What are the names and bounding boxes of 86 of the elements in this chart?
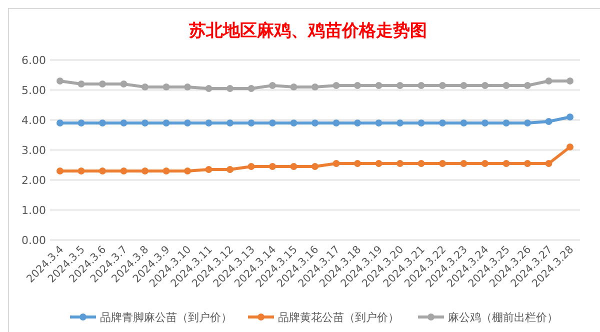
point (290, 163, 298, 170)
point (460, 120, 468, 126)
point (226, 85, 234, 92)
point (226, 120, 234, 126)
legend-label: 品牌青脚麻公苗（到户价） (100, 311, 232, 324)
point (269, 163, 276, 170)
point (332, 120, 340, 126)
point (205, 166, 212, 173)
point (162, 120, 170, 126)
point (312, 120, 318, 126)
point (545, 160, 552, 167)
point (78, 120, 85, 126)
point (312, 163, 318, 170)
point (375, 120, 382, 126)
point (99, 168, 106, 174)
point (184, 168, 191, 174)
point (142, 120, 148, 126)
point (99, 80, 106, 88)
point (524, 82, 531, 89)
point (418, 160, 425, 167)
point (566, 114, 574, 120)
point (482, 120, 488, 126)
point (312, 84, 318, 90)
legend-label: 麻公鸡（棚前出栏价） (448, 311, 558, 324)
point (545, 78, 552, 84)
point (502, 120, 510, 126)
point (354, 160, 361, 167)
point (184, 84, 191, 90)
point (332, 160, 340, 167)
point (269, 120, 276, 126)
point (290, 84, 298, 90)
point (142, 168, 148, 174)
y-tick-label: 0.00 (22, 234, 46, 247)
point (78, 80, 85, 88)
point (269, 82, 276, 89)
point (248, 85, 255, 92)
point (545, 118, 552, 125)
point (418, 82, 425, 89)
point (226, 166, 234, 173)
y-tick-label: 2.00 (22, 174, 46, 187)
y-tick-label: 4.00 (22, 114, 46, 127)
point (248, 120, 255, 126)
point (482, 82, 488, 89)
point (56, 120, 64, 126)
point (375, 82, 382, 89)
point (332, 82, 340, 89)
y-tick-label: 5.00 (22, 84, 46, 97)
point (248, 163, 255, 170)
point (354, 120, 361, 126)
point (502, 82, 510, 89)
point (396, 120, 404, 126)
y-tick-label: 3.00 (22, 144, 46, 157)
point (566, 78, 574, 84)
point (162, 168, 170, 174)
point (524, 120, 531, 126)
point (396, 160, 404, 167)
point (120, 120, 128, 126)
point (162, 84, 170, 90)
point (375, 160, 382, 167)
point (460, 82, 468, 89)
point (205, 85, 212, 92)
point (439, 82, 446, 89)
y-tick-label: 1.00 (22, 204, 46, 217)
point (184, 120, 191, 126)
point (460, 160, 468, 167)
point (439, 120, 446, 126)
chart-title: 苏北地区麻鸡、鸡苗价格走势图 (188, 21, 427, 41)
point (524, 160, 531, 167)
point (502, 160, 510, 167)
point (56, 168, 64, 174)
point (205, 120, 212, 126)
point (142, 84, 148, 90)
point (566, 144, 574, 150)
point (78, 168, 85, 174)
point (290, 120, 298, 126)
point (418, 120, 425, 126)
point (56, 78, 64, 84)
point (439, 160, 446, 167)
point (354, 82, 361, 89)
point (99, 120, 106, 126)
point (120, 80, 128, 88)
legend-label: 品牌黄花公苗（到户价） (278, 311, 399, 324)
point (482, 160, 488, 167)
y-tick-label: 6.00 (22, 54, 46, 67)
point (396, 82, 404, 89)
point (120, 168, 128, 174)
